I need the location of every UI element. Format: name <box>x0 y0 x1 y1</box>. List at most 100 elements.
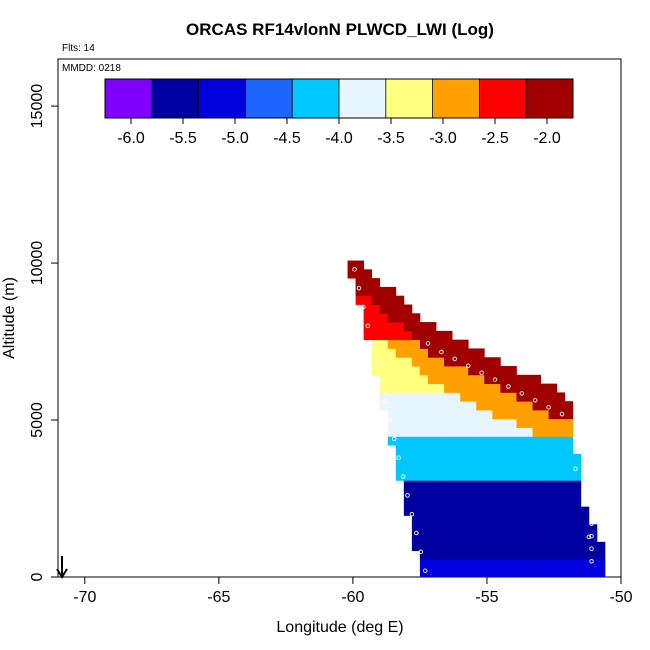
heatmap-cell <box>516 462 525 472</box>
heatmap-cell <box>572 453 582 464</box>
track-point <box>452 356 458 362</box>
heatmap-cell <box>540 480 550 490</box>
heatmap-cell <box>427 330 437 341</box>
colorbar-swatch <box>502 79 508 118</box>
colorbar-swatch <box>175 79 180 118</box>
heatmap-cell <box>411 366 421 376</box>
flights-annotation: Flts: 14 <box>62 43 95 54</box>
heatmap-cell <box>403 445 413 455</box>
heatmap-cell <box>476 427 485 437</box>
heatmap-cell <box>548 383 558 393</box>
heatmap-cell <box>500 541 509 552</box>
heatmap-cell <box>444 436 453 446</box>
heatmap-cell <box>460 541 469 552</box>
heatmap-cell <box>460 436 469 446</box>
heatmap-cell <box>444 480 453 490</box>
heatmap-cell <box>556 462 566 472</box>
heatmap-cell <box>516 524 525 534</box>
heatmap-cell <box>500 462 509 472</box>
heatmap-cell <box>468 541 477 552</box>
heatmap-cell <box>444 559 453 569</box>
track-point <box>418 549 423 555</box>
heatmap-cell <box>540 524 550 534</box>
colorbar-swatch <box>284 79 289 118</box>
heatmap-cell <box>403 453 413 464</box>
colorbar-swatch <box>190 79 196 118</box>
track-point <box>400 474 406 479</box>
colorbar-swatch <box>147 79 153 118</box>
colorbar-swatch <box>315 79 320 118</box>
colorbar-swatch <box>225 79 231 118</box>
y-axis-label: Altitude (m) <box>1 277 18 359</box>
heatmap-cell <box>500 409 509 420</box>
heatmap-cell <box>452 366 461 376</box>
heatmap-cell <box>492 357 501 367</box>
colorbar-swatch <box>487 79 492 118</box>
heatmap-cell <box>564 497 574 508</box>
colorbar-swatch <box>346 79 352 118</box>
heatmap-cell <box>500 418 509 428</box>
heatmap-cell <box>556 550 566 560</box>
colorbar-swatch <box>120 79 125 118</box>
heatmap-cell <box>524 506 533 516</box>
heatmap-cell <box>387 286 397 297</box>
heatmap-cell <box>508 497 517 508</box>
heatmap-cell <box>508 550 517 560</box>
heatmap-cell <box>564 480 574 490</box>
heatmap-cell <box>419 550 429 560</box>
heatmap-cell <box>548 533 558 543</box>
heatmap-cell <box>476 550 485 560</box>
heatmap-cell <box>548 462 558 472</box>
heatmap-cell <box>363 269 373 279</box>
heatmap-cell <box>524 489 533 499</box>
x-axis-label: Longitude (deg E) <box>276 619 403 636</box>
heatmap-cell <box>492 506 501 516</box>
heatmap-cell <box>411 313 421 323</box>
heatmap-cell <box>492 392 501 402</box>
heatmap-cell <box>532 427 541 437</box>
heatmap-cell <box>548 409 558 420</box>
heatmap-cell <box>371 313 381 323</box>
heatmap-cell <box>516 401 525 411</box>
heatmap-cell <box>460 462 469 472</box>
heatmap-cell <box>508 374 517 385</box>
colorbar-swatch <box>198 79 203 118</box>
heatmap-cell <box>484 374 493 385</box>
heatmap-cell <box>363 286 373 297</box>
heatmap-cell <box>452 515 461 525</box>
heatmap-cell <box>411 497 421 508</box>
heatmap-cell <box>500 489 509 499</box>
colorbar-swatch <box>183 79 188 118</box>
heatmap-cell <box>436 436 445 446</box>
heatmap-cell <box>548 418 558 428</box>
heatmap-cell <box>379 357 389 367</box>
heatmap-cell <box>419 471 429 481</box>
heatmap-cell <box>492 568 501 578</box>
heatmap-cell <box>540 568 550 578</box>
heatmap-cell <box>468 348 477 358</box>
heatmap-cell <box>387 322 397 332</box>
heatmap-cell <box>556 392 566 402</box>
heatmap-cell <box>468 392 477 402</box>
heatmap-cell <box>532 568 541 578</box>
heatmap-cell <box>371 278 381 288</box>
colorbar-swatch <box>397 79 402 118</box>
track-point <box>559 411 565 417</box>
heatmap-cell <box>403 427 413 437</box>
heatmap-cell <box>419 453 429 464</box>
heatmap-cell <box>387 383 397 393</box>
heatmap-cell <box>419 374 429 385</box>
heatmap-cell <box>516 392 525 402</box>
colorbar-swatch <box>292 79 297 118</box>
heatmap-cell <box>395 427 405 437</box>
heatmap-cell <box>371 339 381 349</box>
heatmap-cell <box>411 489 421 499</box>
heatmap-cell <box>427 453 437 464</box>
colorbar-swatch <box>307 79 313 118</box>
heatmap-cell <box>403 339 413 349</box>
x-axis: -70 -65 -60 -55 -50 <box>73 577 633 606</box>
colorbar-swatch <box>214 79 219 118</box>
heatmap-cell <box>419 480 429 490</box>
heatmap-cell <box>460 339 469 349</box>
heatmap-cell <box>564 409 574 420</box>
